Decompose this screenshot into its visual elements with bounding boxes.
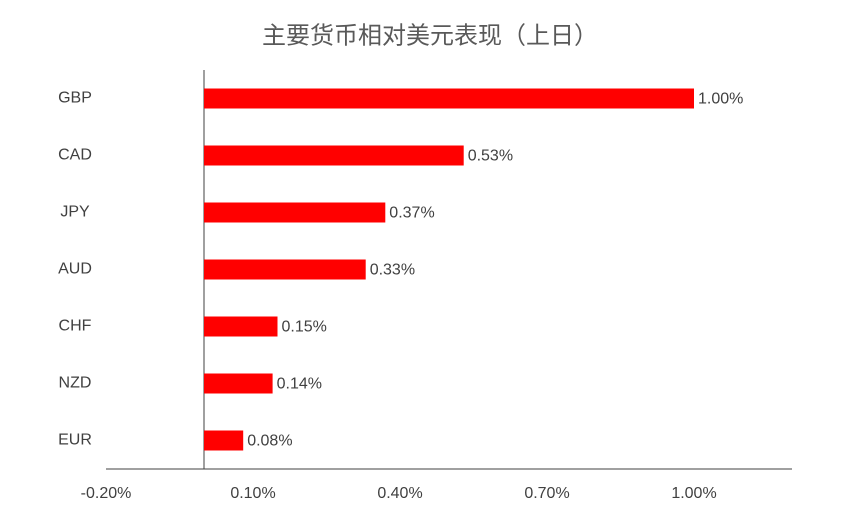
bar: [204, 373, 273, 394]
y-tick-label: EUR: [58, 432, 92, 449]
y-tick-label: CAD: [58, 147, 92, 164]
data-label: 0.08%: [247, 433, 292, 450]
bar: [204, 202, 386, 223]
data-label: 0.33%: [370, 262, 415, 279]
y-tick-label: NZD: [59, 375, 92, 392]
y-tick-label: GBP: [58, 90, 92, 107]
bar: [204, 88, 694, 109]
data-label: 0.53%: [468, 148, 513, 165]
x-tick-label: 0.10%: [230, 485, 275, 502]
bar: [204, 259, 366, 280]
chart-title: 主要货币相对美元表现（上日）: [262, 22, 598, 49]
bar: [204, 316, 278, 337]
data-label: 0.14%: [277, 376, 322, 393]
y-tick-label: CHF: [59, 318, 92, 335]
data-label: 1.00%: [698, 91, 743, 108]
x-tick-label: 0.40%: [377, 485, 422, 502]
bar: [204, 145, 464, 166]
bar: [204, 430, 244, 451]
x-tick-label: 0.70%: [524, 485, 569, 502]
data-label: 0.37%: [389, 205, 434, 222]
data-label: 0.15%: [282, 319, 327, 336]
x-tick-label: -0.20%: [81, 485, 132, 502]
y-tick-label: JPY: [60, 204, 90, 221]
y-tick-label: AUD: [58, 261, 92, 278]
x-tick-label: 1.00%: [671, 485, 716, 502]
